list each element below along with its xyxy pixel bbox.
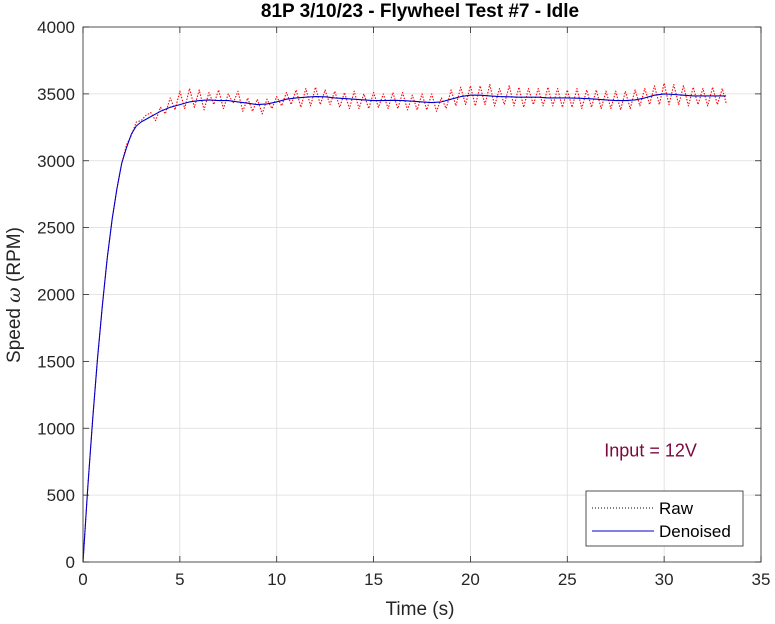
- y-tick-label: 1500: [37, 352, 75, 371]
- legend-label-raw: Raw: [659, 499, 694, 518]
- legend: Raw Denoised: [585, 490, 744, 547]
- input-annotation: Input = 12V: [604, 440, 697, 460]
- x-tick-label: 15: [364, 570, 383, 589]
- x-tick-label: 20: [461, 570, 480, 589]
- y-tick-label: 2500: [37, 219, 75, 238]
- y-tick-label: 500: [47, 486, 75, 505]
- x-axis-label: Time (s): [386, 599, 455, 620]
- tick-marks: [82, 26, 762, 563]
- y-axis-label-symbol: ω: [3, 287, 25, 303]
- y-axis-label: Speed ω (RPM): [3, 227, 25, 363]
- x-tick-labels: 0 5 10 15 20 25 30 35: [78, 570, 770, 589]
- y-tick-label: 3000: [37, 152, 75, 171]
- legend-label-denoised: Denoised: [659, 522, 731, 541]
- series-line-denoised: [82, 93, 727, 563]
- x-tick-label: 25: [558, 570, 577, 589]
- y-tick-label: 1000: [37, 419, 75, 438]
- y-axis-label-prefix: Speed: [4, 303, 25, 363]
- y-tick-label: 4000: [37, 18, 75, 37]
- x-tick-label: 30: [655, 570, 674, 589]
- y-tick-label: 0: [66, 553, 75, 572]
- series-layer: [82, 82, 727, 563]
- x-tick-label: 35: [752, 570, 771, 589]
- x-tick-label: 5: [175, 570, 184, 589]
- chart-title: 81P 3/10/23 - Flywheel Test #7 - Idle: [261, 1, 579, 22]
- y-tick-labels: 0 500 1000 1500 2000 2500 3000 3500 4000: [37, 18, 75, 572]
- legend-box: [585, 490, 744, 547]
- y-axis-label-suffix: (RPM): [4, 227, 25, 287]
- y-tick-label: 2000: [37, 286, 75, 305]
- x-tick-label: 10: [267, 570, 286, 589]
- x-tick-label: 0: [78, 570, 87, 589]
- y-tick-label: 3500: [37, 85, 75, 104]
